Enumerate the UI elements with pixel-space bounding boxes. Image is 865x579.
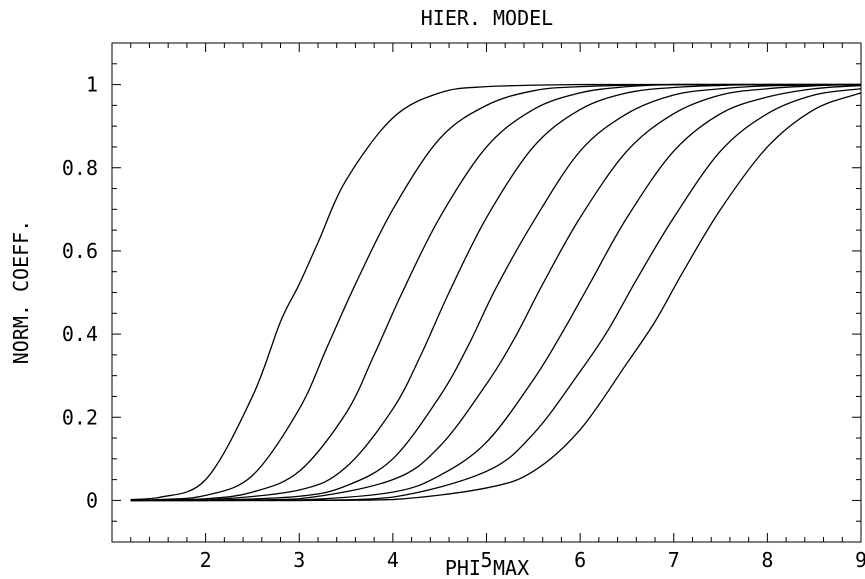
x-tick-label: 7 (668, 548, 680, 572)
x-axis-label: PHI MAX (445, 556, 529, 579)
curve-6 (130, 83, 862, 502)
curves (130, 83, 862, 502)
y-tick-label: 0.8 (62, 156, 98, 180)
curve-9 (130, 92, 862, 502)
x-tick-label: 4 (387, 548, 399, 572)
x-tick-label: 2 (200, 548, 212, 572)
axis-ticks (111, 42, 862, 543)
curve-4 (130, 83, 861, 502)
x-tick-label: 9 (855, 548, 865, 572)
curve-2 (130, 83, 861, 502)
x-tick-label: 3 (293, 548, 305, 572)
curve-1 (130, 83, 861, 501)
y-tick-label: 0 (86, 488, 98, 512)
y-axis-label: NORM. COEFF. (9, 220, 33, 365)
x-tick-label: 6 (574, 548, 586, 572)
y-tick-label: 1 (86, 73, 98, 97)
curve-7 (130, 84, 862, 502)
curve-8 (130, 88, 862, 502)
y-tick-label: 0.6 (62, 239, 98, 263)
x-tick-label: 8 (761, 548, 773, 572)
curve-3 (130, 83, 861, 502)
plot-frame (111, 42, 862, 543)
y-tick-label: 0.4 (62, 322, 98, 346)
y-tick-label: 0.2 (62, 405, 98, 429)
tick-labels: 2 3 4 5 6 7 8 9 0 0.2 0.4 0.6 0.8 1 (62, 73, 865, 572)
chart-title: HIER. MODEL (421, 6, 553, 30)
curve-5 (130, 83, 862, 502)
x-tick-label: 5 (480, 548, 492, 572)
